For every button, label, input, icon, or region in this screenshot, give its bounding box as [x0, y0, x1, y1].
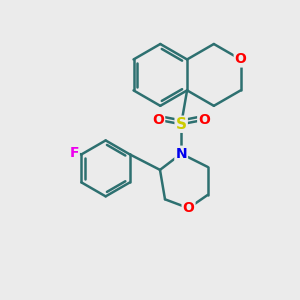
Text: S: S — [176, 117, 187, 132]
Text: F: F — [69, 146, 79, 160]
Text: O: O — [235, 52, 247, 67]
Text: O: O — [183, 201, 194, 215]
Text: O: O — [152, 113, 164, 127]
Text: N: N — [176, 147, 187, 161]
Text: O: O — [198, 113, 210, 127]
